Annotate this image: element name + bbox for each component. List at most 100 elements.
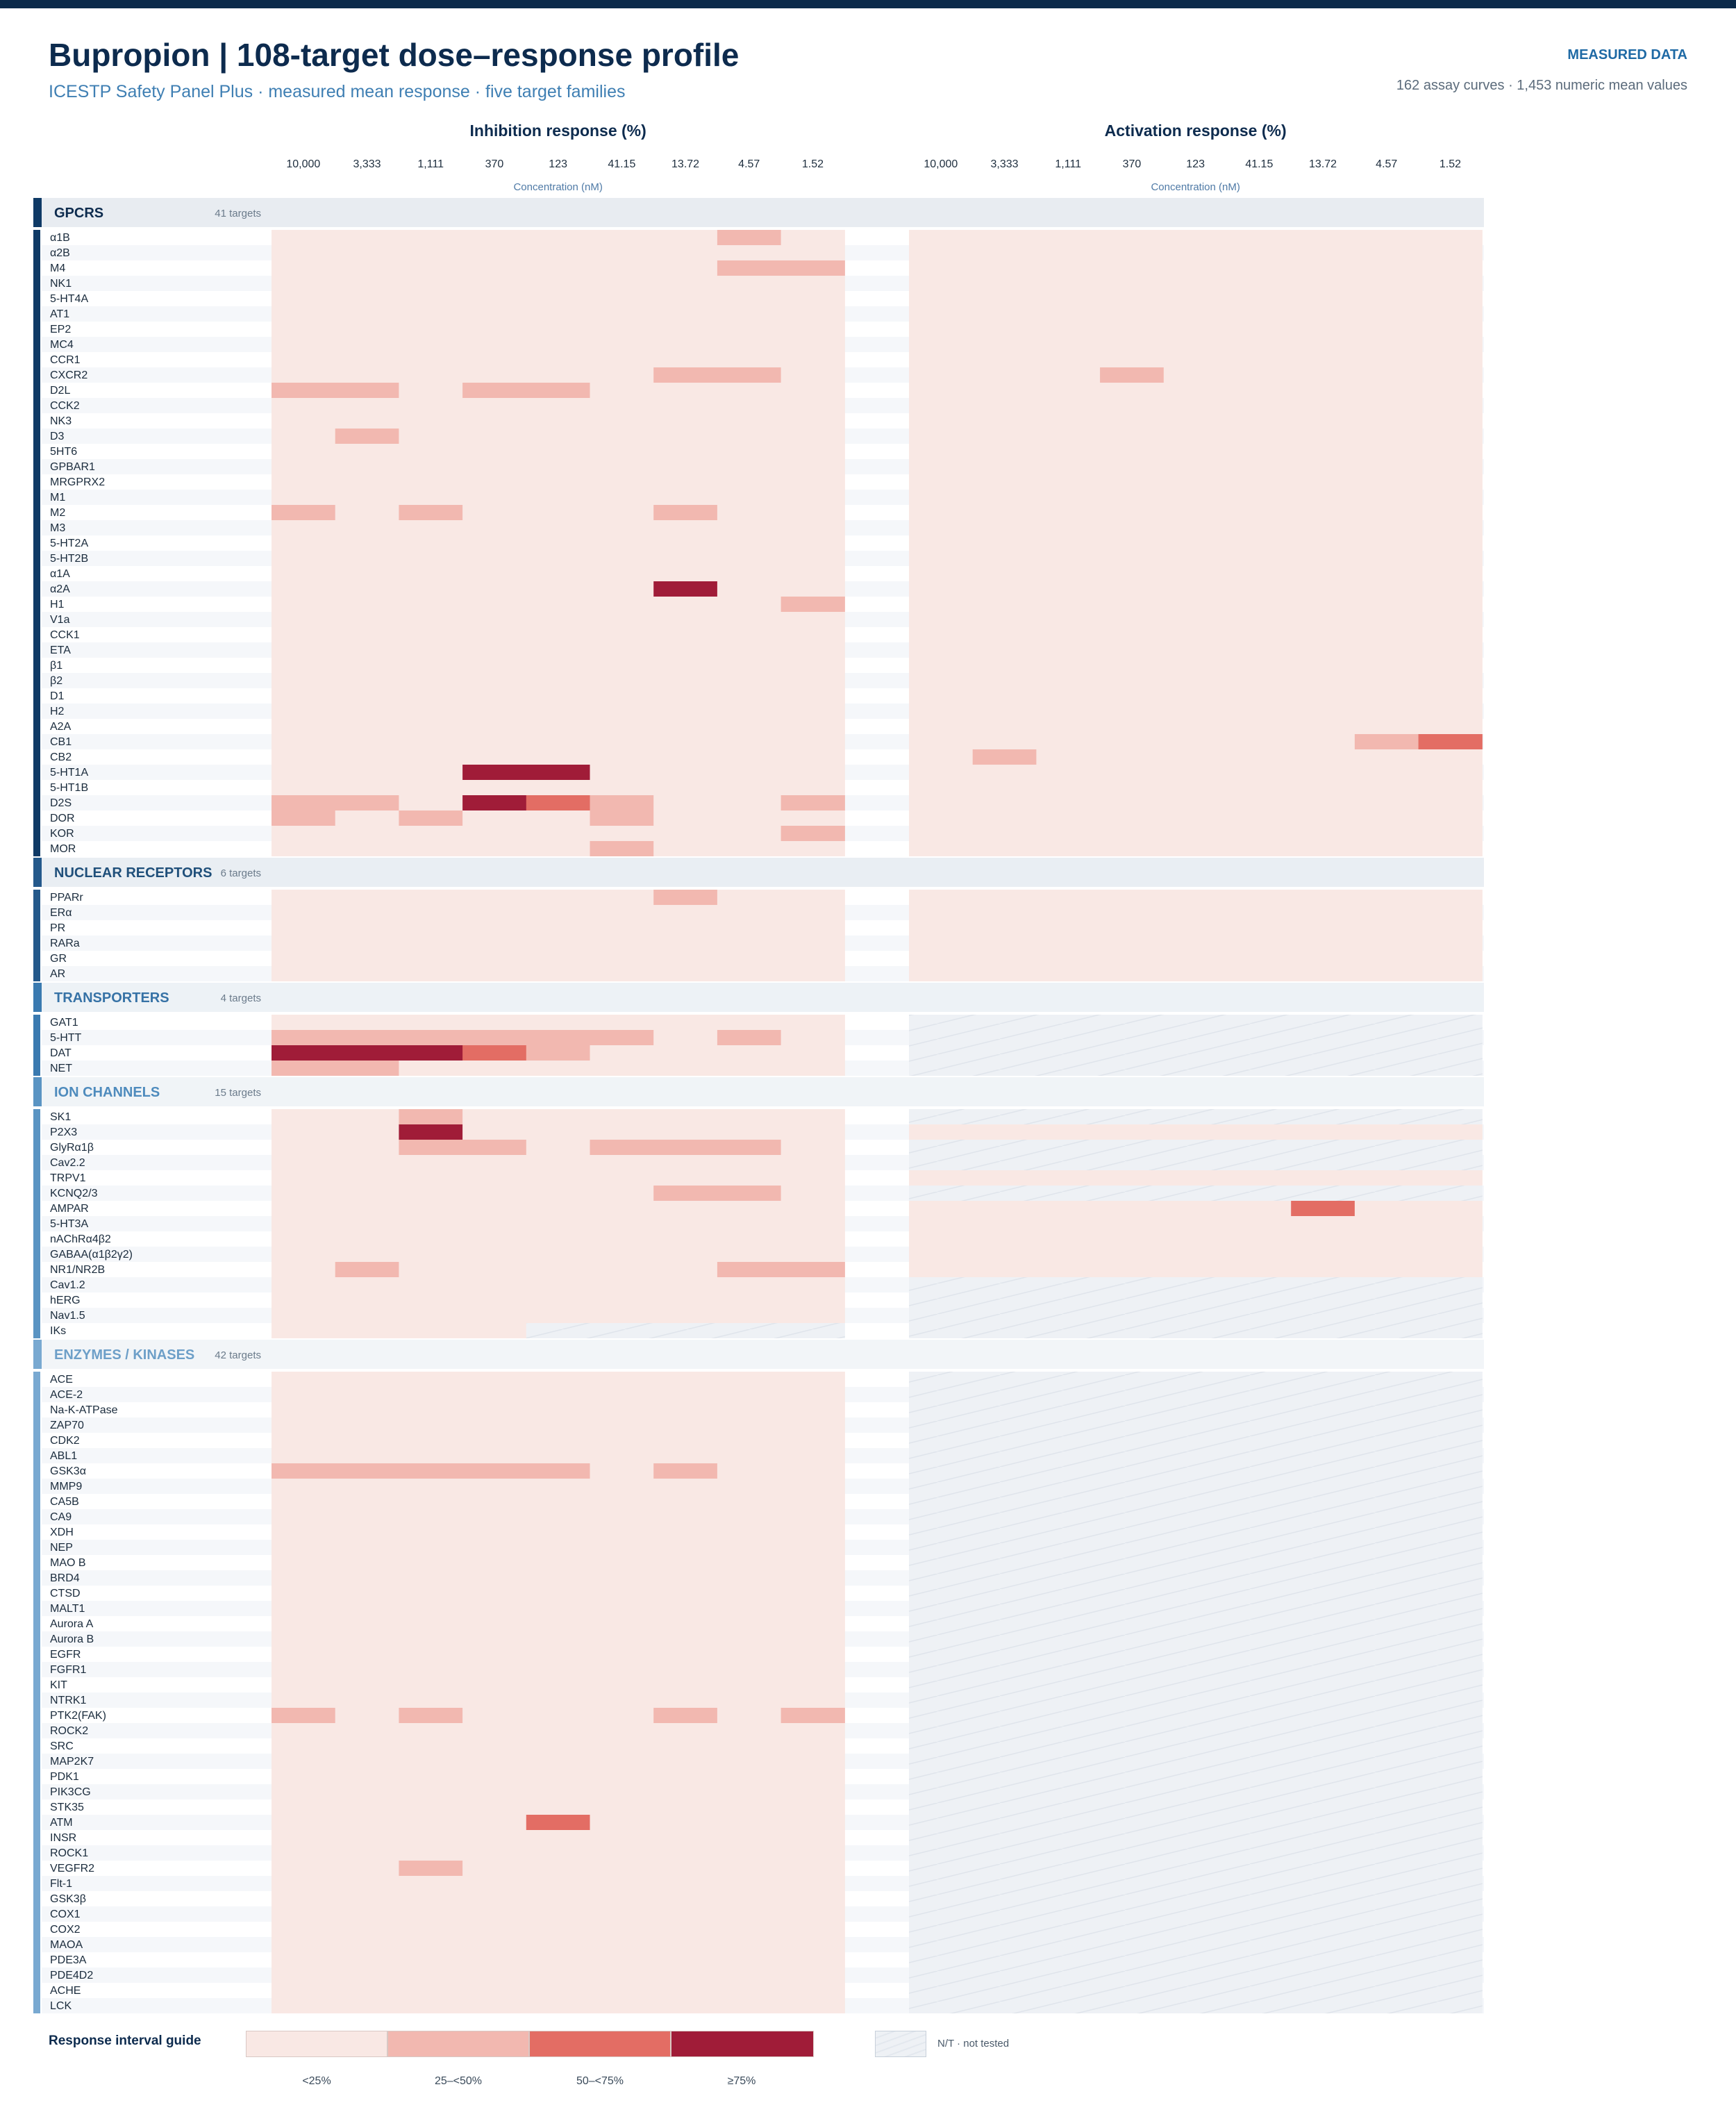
inhibition-cell: [272, 1998, 336, 2013]
act-conc-tick: 123: [1186, 158, 1205, 170]
activation-cell: [1354, 551, 1419, 566]
inhibition-cell: [399, 1815, 463, 1830]
family-header-band: [33, 858, 1484, 887]
inhibition-cell: [781, 1509, 845, 1524]
inhibition-cell: [335, 1708, 399, 1723]
activation-cell: [909, 276, 974, 291]
activation-cell: [972, 1170, 1037, 1186]
inhibition-cell: [781, 673, 845, 688]
inhibition-cell: [590, 1555, 654, 1570]
activation-cell: [1291, 474, 1355, 490]
target-label: AR: [50, 968, 65, 980]
inhibition-cell: [272, 890, 336, 905]
inhibition-cell: [462, 1387, 527, 1402]
inhibition-cell: [717, 1494, 782, 1509]
activation-cell: [1100, 413, 1165, 429]
activation-cell: [1163, 1372, 1228, 1387]
activation-cell: [1036, 966, 1101, 981]
inhibition-cell: [526, 1170, 591, 1186]
activation-cell: [1163, 1387, 1228, 1402]
activation-cell: [1036, 1494, 1101, 1509]
activation-cell: [972, 1769, 1037, 1784]
activation-cell: [1036, 936, 1101, 951]
inhibition-cell: [399, 276, 463, 291]
inhibition-cell: [590, 1998, 654, 2013]
target-label: CA9: [50, 1511, 72, 1523]
activation-cell: [1418, 1155, 1483, 1170]
activation-cell: [1291, 936, 1355, 951]
inhibition-cell: [272, 352, 336, 367]
target-label: TRPV1: [50, 1172, 86, 1184]
activation-cell: [909, 627, 974, 642]
inhibition-cell: [399, 719, 463, 734]
activation-cell: [972, 1540, 1037, 1555]
inhibition-cell: [399, 765, 463, 780]
activation-cell: [909, 1417, 974, 1433]
activation-cell: [1418, 1448, 1483, 1463]
inhibition-cell: [399, 734, 463, 749]
activation-cell: [972, 905, 1037, 920]
inhibition-cell: [717, 1845, 782, 1861]
inhibition-cell: [781, 306, 845, 322]
activation-cell: [909, 1402, 974, 1417]
activation-cell: [1291, 383, 1355, 398]
inhibition-cell: [781, 291, 845, 306]
inhibition-cell: [335, 1922, 399, 1937]
target-label: Aurora A: [50, 1618, 94, 1630]
inhibition-cell: [653, 1845, 718, 1861]
inhibition-cell: [399, 1448, 463, 1463]
activation-cell: [1354, 1030, 1419, 1045]
inhibition-cell: [335, 1030, 399, 1045]
inhibition-cell: [590, 688, 654, 704]
inhibition-cell: [335, 673, 399, 688]
activation-cell: [1036, 1540, 1101, 1555]
inhibition-cell: [590, 383, 654, 398]
activation-cell: [1036, 826, 1101, 841]
activation-cell: [972, 1045, 1037, 1061]
activation-cell: [909, 1876, 974, 1891]
inhibition-cell: [717, 1662, 782, 1677]
activation-cell: [909, 1815, 974, 1830]
inhibition-cell: [272, 1494, 336, 1509]
inhibition-cell: [717, 1983, 782, 1998]
inhibition-cell: [653, 322, 718, 337]
activation-cell: [1227, 627, 1292, 642]
activation-cell: [1227, 1616, 1292, 1631]
inhibition-cell: [526, 1631, 591, 1647]
inhibition-cell: [590, 1140, 654, 1155]
inhibition-cell: [335, 1677, 399, 1693]
inhibition-cell: [272, 1015, 336, 1030]
activation-cell: [972, 765, 1037, 780]
activation-cell: [1418, 322, 1483, 337]
inhibition-cell: [781, 352, 845, 367]
inhibition-cell: [462, 260, 527, 276]
activation-cell: [1354, 398, 1419, 413]
inhibition-cell: [335, 1891, 399, 1906]
activation-cell: [1418, 245, 1483, 260]
activation-cell: [1291, 566, 1355, 581]
activation-cell: [972, 1387, 1037, 1402]
inhibition-cell: [653, 688, 718, 704]
inhibition-cell: [781, 1448, 845, 1463]
inhibition-cell: [462, 1891, 527, 1906]
inhibition-cell: [526, 920, 591, 936]
inhibition-cell: [653, 1372, 718, 1387]
inhibition-cell: [399, 1677, 463, 1693]
inhibition-cell: [781, 459, 845, 474]
activation-cell: [1036, 1433, 1101, 1448]
inhibition-cell: [462, 1277, 527, 1292]
activation-cell: [1227, 551, 1292, 566]
activation-cell: [1418, 795, 1483, 810]
inhibition-cell: [653, 260, 718, 276]
activation-cell: [1227, 719, 1292, 734]
inhibition-cell: [462, 1968, 527, 1983]
activation-cell: [1354, 383, 1419, 398]
activation-cell: [1163, 905, 1228, 920]
target-label: nAChRα4β2: [50, 1233, 111, 1245]
inhibition-cell: [717, 905, 782, 920]
inhibition-cell: [590, 1906, 654, 1922]
activation-cell: [972, 1524, 1037, 1540]
activation-cell: [1354, 719, 1419, 734]
activation-cell: [1227, 245, 1292, 260]
inhibition-cell: [335, 795, 399, 810]
